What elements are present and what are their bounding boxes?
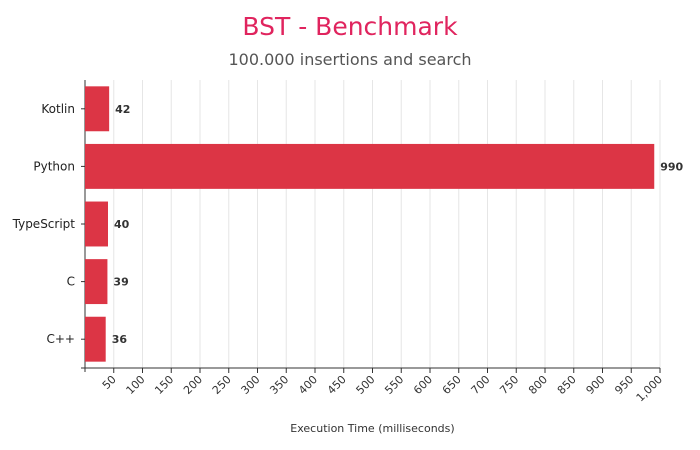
data-label: 990: [660, 160, 683, 173]
x-tick-label: 700: [469, 373, 493, 397]
bar: [85, 259, 108, 305]
x-tick-label: 750: [497, 373, 521, 397]
x-tick-label: 200: [181, 373, 205, 397]
x-tick-label: 550: [382, 373, 406, 397]
data-label: 42: [115, 103, 130, 116]
data-label: 36: [112, 333, 128, 346]
x-tick-label: 1,000: [634, 373, 665, 404]
x-tick-label: 50: [100, 373, 119, 392]
x-tick-label: 450: [325, 373, 349, 397]
x-tick-label: 150: [152, 373, 176, 397]
category-label: C++: [47, 332, 76, 346]
x-tick-label: 400: [296, 373, 320, 397]
bar: [85, 143, 655, 189]
category-label: TypeScript: [12, 217, 76, 231]
bar: [85, 316, 106, 362]
category-label: C: [67, 275, 75, 289]
chart-title: BST - Benchmark: [242, 12, 458, 41]
x-tick-label: 350: [267, 373, 291, 397]
x-tick-label: 950: [612, 373, 636, 397]
x-tick-label: 800: [526, 373, 550, 397]
data-label: 39: [113, 276, 128, 289]
x-tick-label: 100: [124, 373, 148, 397]
bar: [85, 201, 108, 247]
chart-subtitle: 100.000 insertions and search: [228, 50, 472, 69]
category-label: Python: [33, 159, 75, 173]
bar: [85, 86, 110, 132]
x-tick-label: 500: [354, 373, 378, 397]
x-tick-label: 250: [210, 373, 234, 397]
x-axis-title: Execution Time (milliseconds): [290, 422, 454, 435]
x-tick-label: 850: [555, 373, 579, 397]
category-label: Kotlin: [41, 102, 75, 116]
x-tick-label: 900: [584, 373, 608, 397]
data-label: 40: [114, 218, 130, 231]
x-tick-label: 650: [440, 373, 464, 397]
x-tick-label: 600: [411, 373, 435, 397]
x-tick-label: 300: [239, 373, 263, 397]
